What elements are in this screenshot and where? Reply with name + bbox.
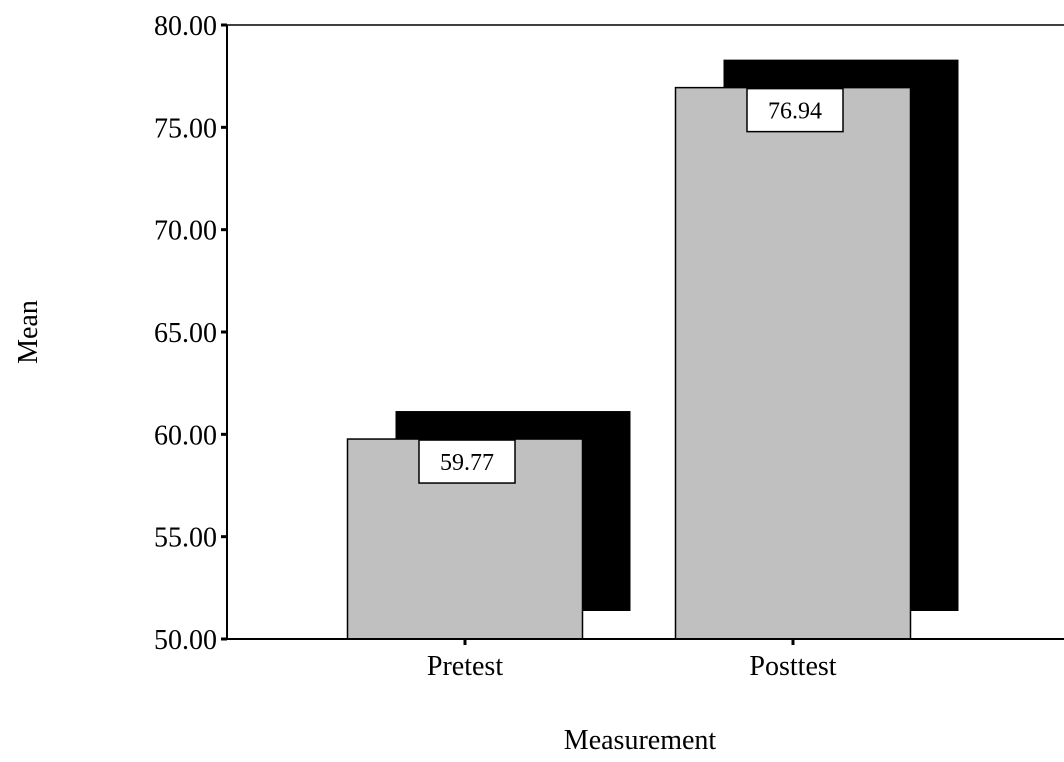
y-tick-label: 80.00 — [154, 11, 217, 42]
y-tick-label: 70.00 — [154, 216, 217, 247]
y-tick-label: 75.00 — [154, 113, 217, 144]
data-labels: 59.77 76.94 — [418, 87, 844, 484]
data-label-box-pretest — [418, 439, 516, 484]
y-tick-label: 50.00 — [154, 625, 217, 656]
y-axis-title: Mean — [13, 300, 44, 364]
y-tick-label: 60.00 — [154, 420, 217, 451]
y-tick-label: 55.00 — [154, 523, 217, 554]
x-axis-title: Measurement — [564, 725, 717, 756]
bars — [346, 86, 912, 640]
data-label-pretest: 59.77 — [440, 450, 494, 476]
x-tick-label-pretest: Pretest — [427, 651, 503, 682]
y-axis-ticks: 50.00 55.00 60.00 65.00 70.00 75.00 80.00 — [154, 11, 227, 656]
x-tick-label-posttest: Posttest — [749, 651, 836, 682]
x-axis-ticks: Pretest Posttest — [427, 639, 837, 682]
y-tick-label: 65.00 — [154, 318, 217, 349]
bar-posttest — [674, 86, 912, 640]
data-label-box-posttest — [746, 87, 844, 133]
data-label-posttest: 76.94 — [768, 99, 822, 125]
